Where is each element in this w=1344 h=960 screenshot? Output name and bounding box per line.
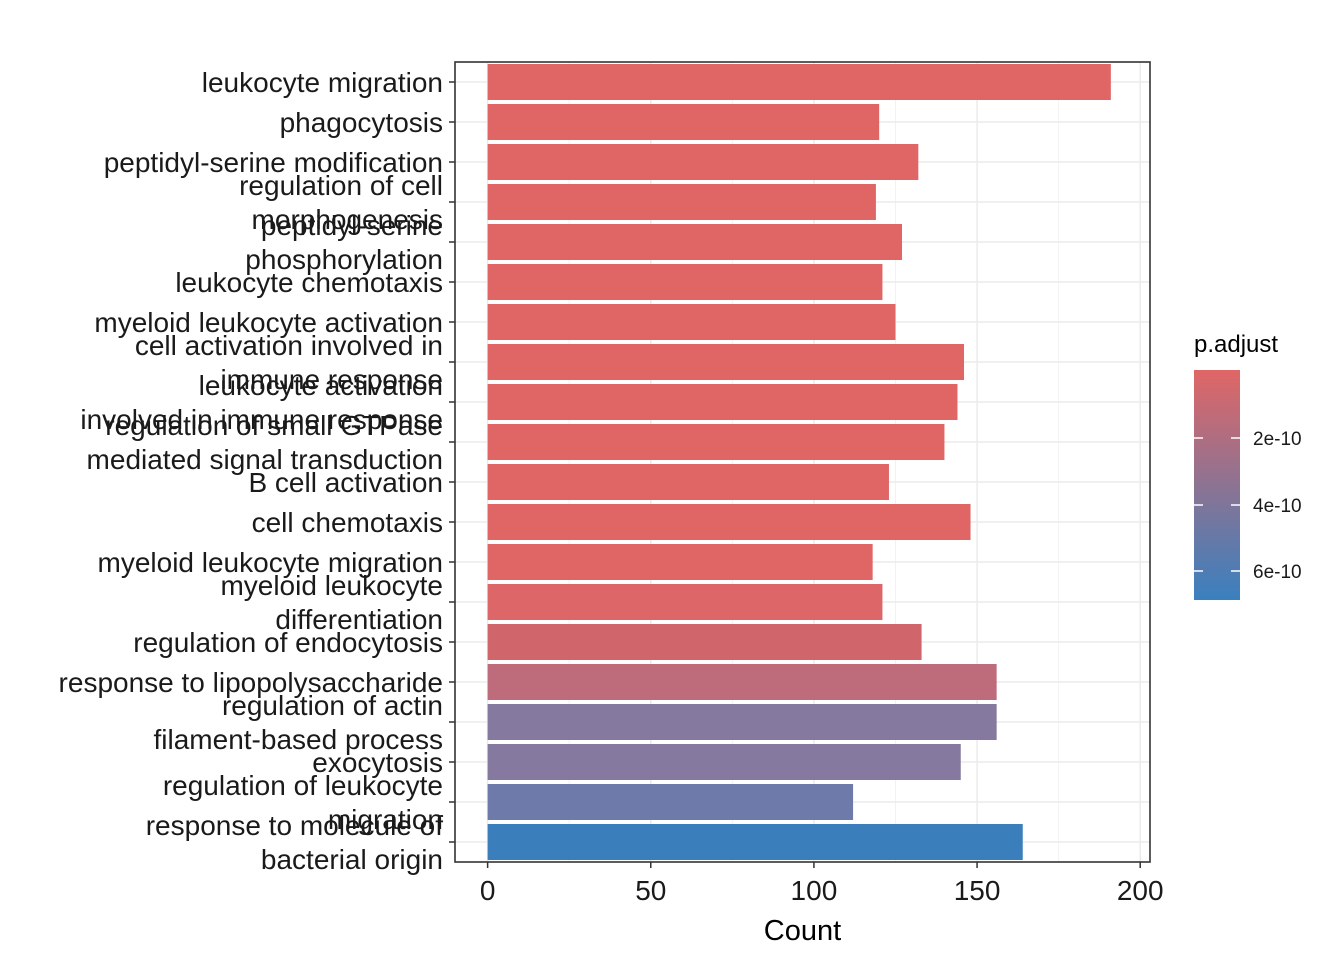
- bars: [487, 64, 1111, 860]
- grid-lines: [455, 62, 1150, 862]
- bar: [487, 304, 896, 340]
- bar: [487, 424, 945, 460]
- x-tick-label: 100: [791, 875, 838, 906]
- category-label: leukocyte activation: [199, 370, 443, 401]
- category-label: regulation of cell: [239, 170, 443, 201]
- category-label: regulation of endocytosis: [133, 627, 443, 658]
- category-label: immune response: [220, 364, 443, 395]
- category-label: regulation of small GTPase: [105, 410, 443, 441]
- bar: [487, 784, 854, 820]
- category-label: response to lipopolysaccharide: [59, 667, 443, 698]
- plot-panel-border: [454, 61, 1151, 863]
- bar: [487, 664, 997, 700]
- x-axis: 0 50 100 150 200: [480, 862, 1164, 906]
- x-tick-label: 50: [635, 875, 666, 906]
- category-label: response to molecule of: [146, 810, 444, 841]
- category-label: exocytosis: [312, 747, 443, 778]
- category-label: peptidyl-serine: [261, 210, 443, 241]
- legend-ticks: 2e-10 4e-10 6e-10: [1194, 429, 1302, 583]
- category-label: cell activation involved in: [135, 330, 443, 361]
- bar: [487, 384, 958, 420]
- category-label: phosphorylation: [245, 244, 443, 275]
- x-tick-label: 0: [480, 875, 496, 906]
- category-label: involved in immune response: [80, 404, 443, 435]
- bar: [487, 744, 961, 780]
- category-label: myeloid leukocyte activation: [94, 307, 443, 338]
- legend-tick-label: 4e-10: [1253, 496, 1302, 517]
- bar: [487, 504, 971, 540]
- bar: [487, 224, 903, 260]
- legend-title: p.adjust: [1194, 331, 1278, 358]
- category-label: regulation of leukocyte: [163, 770, 443, 801]
- category-label: mediated signal transduction: [87, 444, 443, 475]
- category-label: cell chemotaxis: [252, 507, 443, 538]
- bar: [487, 464, 889, 500]
- category-label: myeloid leukocyte: [220, 570, 443, 601]
- x-tick-label: 150: [954, 875, 1001, 906]
- category-label: morphogenesis: [252, 204, 443, 235]
- bar: [487, 624, 922, 660]
- x-tick-label: 200: [1117, 875, 1164, 906]
- bar: [487, 704, 997, 740]
- category-label: myeloid leukocyte migration: [98, 547, 444, 578]
- bar: [487, 104, 880, 140]
- bar: [487, 544, 873, 580]
- category-label: migration: [328, 804, 443, 835]
- category-label: phagocytosis: [280, 107, 443, 138]
- x-axis-title: Count: [764, 915, 841, 947]
- legend: p.adjust 2e-10 4e-10 6e-10: [1194, 331, 1302, 600]
- legend-colorbar: [1194, 370, 1240, 600]
- category-label: bacterial origin: [261, 844, 443, 875]
- bar: [487, 344, 965, 380]
- legend-tick-label: 6e-10: [1253, 562, 1302, 583]
- category-label: leukocyte migration: [202, 67, 443, 98]
- category-label: B cell activation: [248, 467, 443, 498]
- category-label: leukocyte chemotaxis: [175, 267, 443, 298]
- bar: [487, 184, 876, 220]
- y-axis: leukocyte migration phagocytosis peptidyl-…: [59, 67, 455, 875]
- category-label: filament-based process: [154, 724, 443, 755]
- bar: [487, 584, 883, 620]
- category-label: differentiation: [275, 604, 443, 635]
- bar: [487, 144, 919, 180]
- category-label: regulation of actin: [222, 690, 443, 721]
- bar: [487, 264, 883, 300]
- bar: [487, 824, 1023, 860]
- legend-tick-label: 2e-10: [1253, 429, 1302, 450]
- bar: [487, 64, 1111, 100]
- category-label: peptidyl-serine modification: [104, 147, 443, 178]
